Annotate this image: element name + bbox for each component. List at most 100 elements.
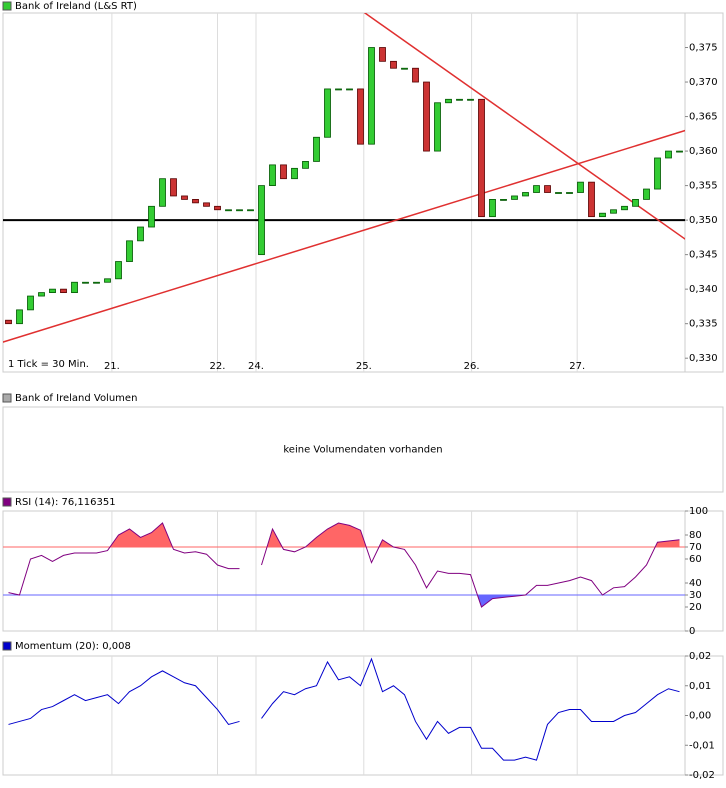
candle (291, 167, 298, 180)
candle (379, 47, 386, 62)
y-tick-label: 0,340 (689, 284, 718, 295)
x-tick-label: 22. (210, 361, 226, 372)
candle (115, 261, 122, 280)
plot-area (3, 522, 685, 608)
candle (632, 199, 639, 207)
panel-frame (2, 406, 724, 493)
candle (522, 192, 529, 197)
level-fill (8, 523, 240, 547)
y-tick-label: 0,375 (689, 43, 718, 54)
candle (225, 209, 232, 212)
indicator-line (8, 522, 680, 608)
candle (203, 202, 210, 207)
candle (566, 192, 573, 194)
panel-frame (2, 655, 724, 776)
candle (500, 199, 507, 201)
panel-title: Bank of Ireland Volumen (15, 393, 137, 404)
trend-line (3, 129, 685, 343)
panel-frame (2, 510, 724, 632)
candle (676, 150, 683, 153)
y-tick-label: 60 (689, 554, 702, 565)
candle (269, 164, 276, 186)
candle (654, 157, 661, 190)
y-tick-label: -0,01 (689, 740, 715, 751)
legend-swatch (2, 393, 12, 403)
candle (544, 185, 551, 193)
candle (313, 136, 320, 162)
candle (423, 81, 430, 152)
level-fill (261, 523, 680, 547)
panel-frame (2, 12, 724, 373)
y-tick-label: 80 (689, 530, 702, 541)
candle (599, 212, 606, 218)
candle (610, 209, 617, 214)
y-tick-label: 0,02 (689, 651, 711, 662)
no-data-message: keine Volumendaten vorhanden (283, 445, 442, 456)
legend-swatch (2, 1, 12, 11)
candle (511, 195, 518, 200)
y-tick-label: 0,345 (689, 250, 718, 261)
y-tick-label: 20 (689, 602, 702, 613)
candle (489, 199, 496, 218)
y-tick-label: 0,365 (689, 112, 718, 123)
candle (555, 192, 562, 194)
candle (16, 309, 23, 325)
candle (38, 292, 45, 297)
indicator-line (8, 657, 680, 761)
candle (93, 281, 100, 284)
candle (577, 181, 584, 193)
y-tick-label: 30 (689, 590, 702, 601)
candle (445, 98, 452, 104)
y-tick-label: 0,330 (689, 353, 718, 364)
candle (159, 178, 166, 207)
candle (280, 164, 287, 180)
candle (456, 98, 463, 101)
candle (368, 47, 375, 145)
candle (60, 288, 67, 294)
y-tick-label: 0 (689, 626, 695, 637)
candle (357, 88, 364, 145)
y-tick-label: 100 (689, 506, 708, 517)
candle (434, 102, 441, 152)
candle (478, 98, 485, 218)
candle (258, 185, 265, 256)
tick-note: 1 Tick = 30 Min. (8, 359, 89, 370)
candle (82, 281, 89, 284)
candle (335, 88, 342, 91)
y-tick-label: 0,355 (689, 181, 718, 192)
panel-title: RSI (14): 76,116351 (15, 497, 116, 508)
candle (126, 240, 133, 262)
y-tick-label: -0,02 (689, 770, 715, 781)
legend-swatch (2, 497, 12, 507)
candle (148, 205, 155, 228)
candle (71, 281, 78, 294)
candle (5, 319, 12, 325)
candle (302, 161, 309, 169)
trend-line (363, 13, 685, 240)
candle (214, 205, 221, 211)
candle (236, 209, 243, 212)
y-tick-label: 0,350 (689, 215, 718, 226)
panel-title: Momentum (20): 0,008 (15, 641, 131, 652)
x-tick-label: 24. (248, 361, 264, 372)
x-tick-label: 25. (356, 361, 372, 372)
candle (588, 181, 595, 218)
candle (27, 295, 34, 311)
candle (665, 150, 672, 159)
plot-area (3, 13, 685, 343)
candle (533, 185, 540, 193)
y-tick-label: 70 (689, 542, 702, 553)
candle (643, 188, 650, 200)
y-tick-label: 40 (689, 578, 702, 589)
plot-area (8, 657, 680, 761)
candle (49, 288, 56, 294)
y-tick-label: 0,360 (689, 146, 718, 157)
candle (346, 88, 353, 91)
candle (137, 226, 144, 242)
y-tick-label: 0,370 (689, 77, 718, 88)
x-tick-label: 26. (464, 361, 480, 372)
y-tick-label: 0,00 (689, 711, 711, 722)
x-tick-label: 21. (104, 361, 120, 372)
candle (390, 60, 397, 69)
